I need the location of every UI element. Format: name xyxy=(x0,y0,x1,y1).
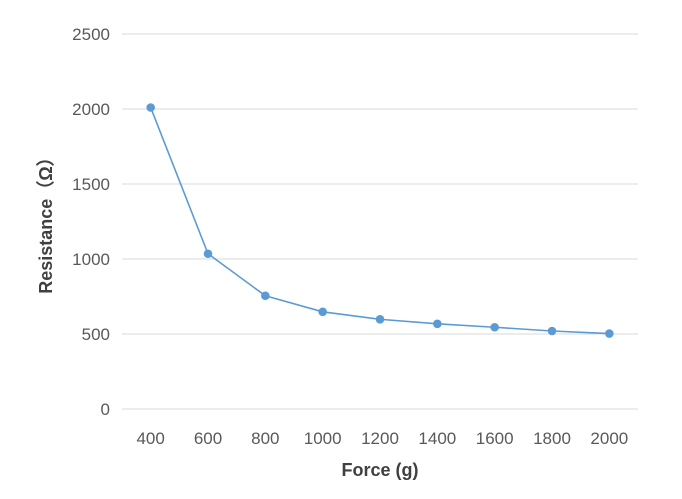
y-tick-label: 2500 xyxy=(72,25,110,44)
y-tick-label: 1000 xyxy=(72,250,110,269)
x-tick-label: 1000 xyxy=(304,429,342,448)
y-axis-title: Resistance（Ω） xyxy=(36,148,56,294)
y-tick-label: 1500 xyxy=(72,175,110,194)
data-point xyxy=(490,322,499,332)
gridlines xyxy=(122,33,638,410)
x-tick-labels: 400 600 800 1000 1200 1400 1600 1800 2000 xyxy=(136,429,628,448)
x-tick-label: 600 xyxy=(194,429,222,448)
y-tick-label: 0 xyxy=(101,400,110,419)
data-point xyxy=(261,291,270,301)
y-tick-label: 500 xyxy=(82,325,110,344)
data-point xyxy=(605,329,614,338)
x-tick-label: 400 xyxy=(136,429,164,448)
series-group xyxy=(146,103,614,338)
data-point xyxy=(203,249,213,259)
x-tick-label: 1800 xyxy=(533,429,571,448)
data-point xyxy=(547,326,557,336)
x-tick-label: 2000 xyxy=(590,429,628,448)
x-axis-title: Force (g) xyxy=(341,460,418,480)
data-point xyxy=(433,319,442,329)
x-tick-label: 800 xyxy=(251,429,279,448)
y-tick-labels: 0 500 1000 1500 2000 2500 xyxy=(72,25,110,419)
series-line-0 xyxy=(149,107,610,335)
x-tick-label: 1400 xyxy=(418,429,456,448)
data-point xyxy=(375,315,385,324)
data-point xyxy=(318,307,327,317)
y-tick-label: 2000 xyxy=(72,100,110,119)
x-tick-label: 1600 xyxy=(476,429,514,448)
data-point xyxy=(146,103,155,112)
x-tick-label: 1200 xyxy=(361,429,399,448)
